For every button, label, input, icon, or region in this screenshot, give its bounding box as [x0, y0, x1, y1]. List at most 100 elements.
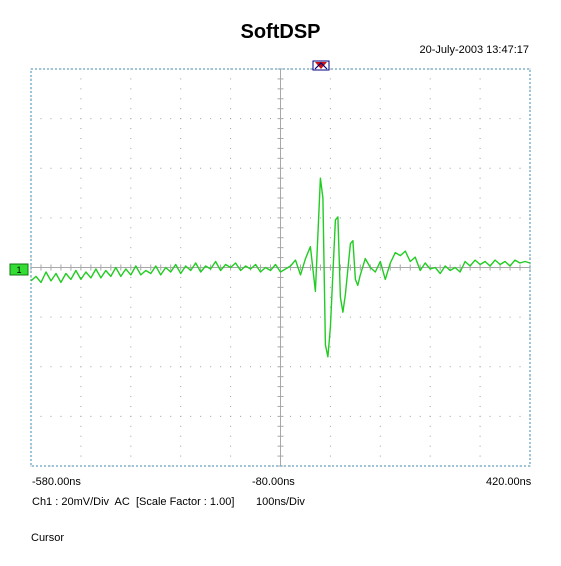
grid-dot	[80, 108, 82, 110]
grid-dot	[230, 128, 232, 130]
grid-dot	[130, 68, 132, 70]
grid-dot	[140, 217, 142, 219]
grid-dot	[349, 415, 351, 417]
grid-dot	[140, 316, 142, 318]
grid-dot	[479, 346, 481, 348]
grid-dot	[379, 247, 381, 249]
grid-dot	[110, 316, 112, 318]
grid-dot	[359, 118, 361, 120]
grid-dot	[80, 177, 82, 179]
grid-dot	[329, 187, 331, 189]
grid-dot	[130, 237, 132, 239]
grid-dot	[30, 296, 32, 298]
grid-dot	[409, 167, 411, 169]
grid-dot	[379, 306, 381, 308]
grid-dot	[379, 386, 381, 388]
grid-dot	[429, 88, 431, 90]
grid-dot	[479, 286, 481, 288]
grid-dot	[30, 217, 32, 219]
grid-dot	[329, 197, 331, 199]
grid-dot	[479, 326, 481, 328]
grid-dot	[459, 415, 461, 417]
grid-dot	[140, 415, 142, 417]
grid-dot	[419, 366, 421, 368]
grid-dot	[289, 118, 291, 120]
grid-dot	[240, 366, 242, 368]
grid-dot	[479, 147, 481, 149]
grid-dot	[359, 415, 361, 417]
grid-dot	[30, 237, 32, 239]
grid-dot	[150, 217, 152, 219]
grid-dot	[80, 396, 82, 398]
grid-dot	[479, 197, 481, 199]
grid-dot	[230, 286, 232, 288]
grid-dot	[230, 316, 232, 318]
grid-dot	[319, 167, 321, 169]
grid-dot	[379, 445, 381, 447]
channel-1-ground-marker[interactable]: 1	[9, 263, 29, 276]
grid-dot	[289, 217, 291, 219]
grid-dot	[329, 207, 331, 209]
grid-dot	[459, 366, 461, 368]
grid-dot	[130, 98, 132, 100]
grid-dot	[529, 108, 531, 110]
grid-dot	[429, 326, 431, 328]
grid-dot	[220, 316, 222, 318]
grid-dot	[130, 465, 132, 467]
grid-dot	[469, 316, 471, 318]
grid-dot	[329, 306, 331, 308]
grid-dot	[260, 167, 262, 169]
grid-dot	[329, 425, 331, 427]
grid-dot	[379, 78, 381, 80]
grid-dot	[220, 415, 222, 417]
graticule	[30, 68, 531, 467]
grid-dot	[130, 366, 132, 368]
grid-dot	[130, 118, 132, 120]
grid-dot	[339, 118, 341, 120]
grid-dot	[180, 415, 182, 417]
grid-dot	[449, 366, 451, 368]
grid-dot	[429, 465, 431, 467]
grid-dot	[170, 118, 172, 120]
grid-dot	[260, 118, 262, 120]
grid-dot	[459, 118, 461, 120]
grid-dot	[479, 296, 481, 298]
grid-dot	[80, 356, 82, 358]
cursor-label: Cursor	[31, 532, 65, 544]
grid-dot	[180, 187, 182, 189]
grid-dot	[339, 366, 341, 368]
grid-dot	[439, 167, 441, 169]
grid-dot	[230, 405, 232, 407]
grid-dot	[379, 227, 381, 229]
grid-dot	[100, 316, 102, 318]
grid-dot	[529, 276, 531, 278]
grid-dot	[289, 167, 291, 169]
grid-dot	[399, 217, 401, 219]
grid-dot	[479, 257, 481, 259]
grid-dot	[329, 386, 331, 388]
grid-dot	[180, 276, 182, 278]
trigger-position-marker[interactable]	[312, 60, 330, 71]
grid-dot	[509, 118, 511, 120]
grid-dot	[469, 68, 471, 70]
grid-dot	[180, 356, 182, 358]
grid-dot	[230, 435, 232, 437]
grid-dot	[429, 356, 431, 358]
grid-dot	[170, 366, 172, 368]
grid-dot	[489, 217, 491, 219]
grid-dot	[319, 118, 321, 120]
grid-dot	[429, 346, 431, 348]
grid-dot	[230, 396, 232, 398]
grid-dot	[180, 118, 182, 120]
grid-dot	[499, 415, 501, 417]
grid-dot	[359, 217, 361, 219]
grid-dot	[369, 217, 371, 219]
grid-dot	[80, 306, 82, 308]
grid-dot	[180, 88, 182, 90]
grid-dot	[449, 68, 451, 70]
grid-dot	[429, 415, 431, 417]
grid-dot	[80, 137, 82, 139]
grid-dot	[240, 217, 242, 219]
grid-dot	[110, 217, 112, 219]
grid-dot	[419, 217, 421, 219]
